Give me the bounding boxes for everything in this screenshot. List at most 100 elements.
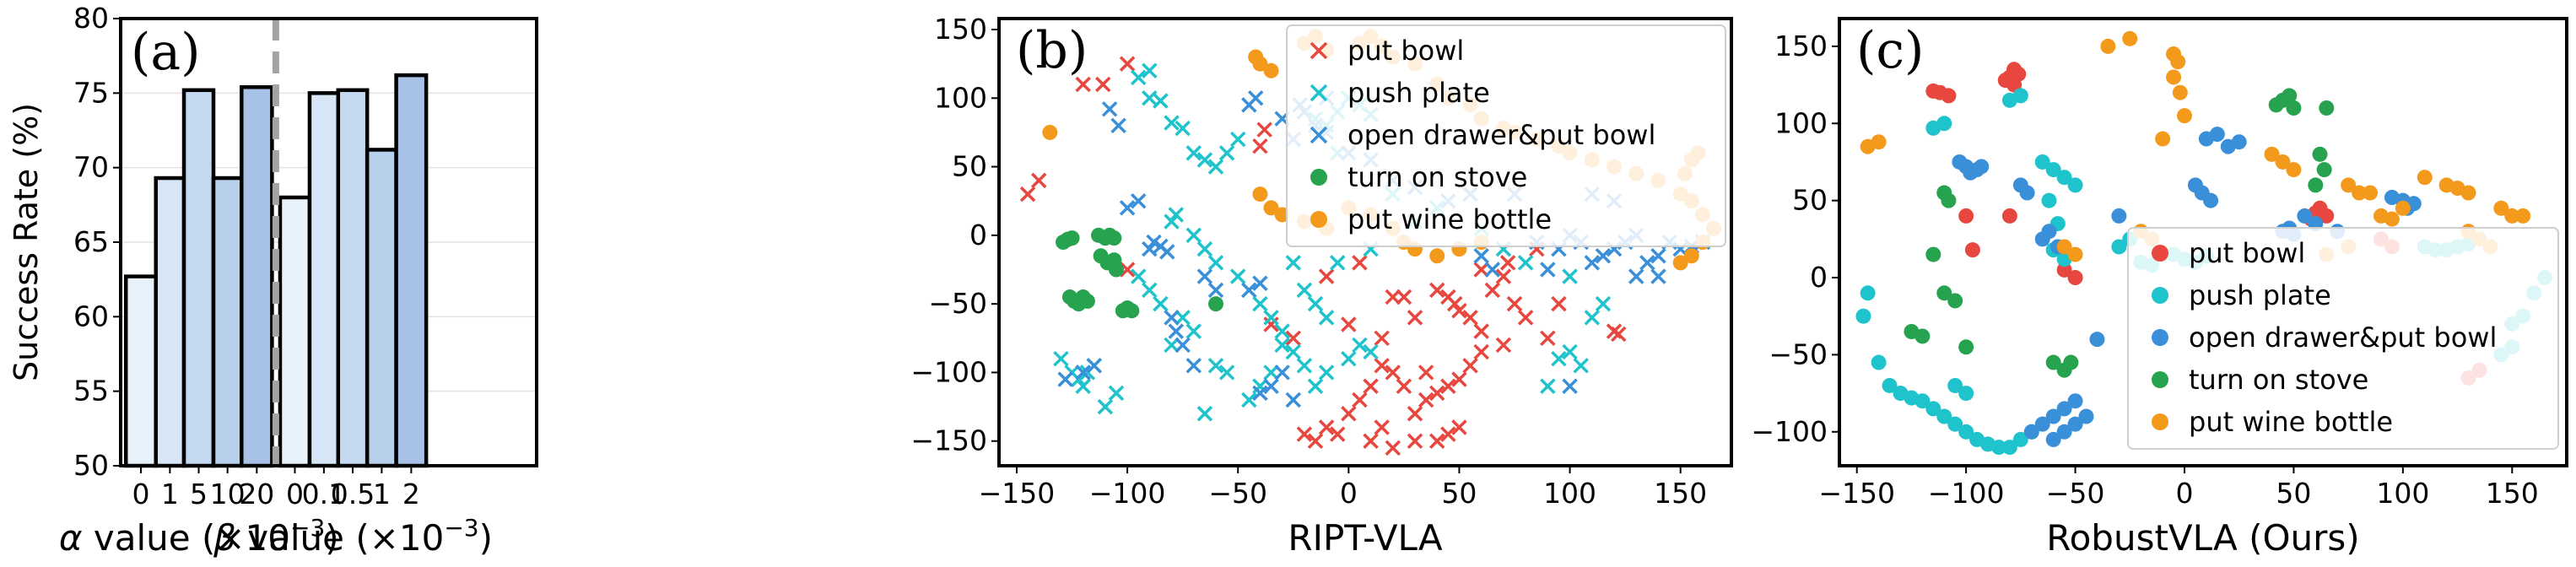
scatter-point [2352, 185, 2368, 201]
scatter-point [2515, 208, 2531, 224]
legend-label: turn on stove [1347, 161, 1527, 193]
scatter-point [2308, 177, 2324, 193]
x-tick-label: 50 [2276, 477, 2311, 510]
scatter-point-x [1428, 385, 1445, 402]
scatter-point [2275, 154, 2291, 170]
x-tick-label: 1 [161, 478, 179, 510]
scatter-point-x [1119, 200, 1136, 216]
y-tick-label: 70 [73, 151, 109, 184]
scatter-point [1263, 62, 1279, 78]
scatter-point [2172, 84, 2188, 100]
x-axis-label-close: ) [479, 517, 493, 559]
scatter-point-x [1110, 117, 1126, 134]
scatter-point [2001, 440, 2017, 456]
x-axis-label-exponent: −3 [444, 514, 478, 542]
scatter-point-x [1164, 213, 1180, 230]
scatter-point-x [1252, 138, 1268, 154]
scatter-point-x [1440, 378, 1456, 394]
x-tick-label: 100 [1543, 477, 1596, 510]
scatter-point [2111, 208, 2127, 224]
scatter-point [1936, 116, 1952, 132]
legend-box [1286, 24, 1726, 247]
scatter-point-x [1517, 310, 1534, 326]
scatter-point [2041, 224, 2057, 240]
y-tick-label: −50 [1769, 338, 1828, 370]
scatter-point-x [1396, 289, 1412, 305]
scatter-point-x [1462, 358, 1478, 374]
x-tick-label: −50 [1208, 477, 1267, 510]
legend-marker [2152, 329, 2168, 346]
scatter-point [2034, 416, 2050, 432]
scatter-point [2056, 424, 2072, 440]
scatter-point-x [1540, 262, 1556, 278]
legend-marker [2152, 245, 2168, 262]
scatter-point-x [1307, 295, 1324, 312]
scatter-point-x [1363, 343, 1379, 360]
x-tick-label: 10 [210, 478, 246, 510]
scatter-point-x [1196, 152, 1213, 168]
scatter-point-x [1263, 316, 1279, 332]
scatter-point [1042, 124, 1058, 140]
scatter-point-x [1451, 419, 1467, 435]
y-tick-label: 0 [969, 219, 987, 251]
bar [123, 274, 158, 468]
x-axis-label: RIPT-VLA [1288, 517, 1442, 559]
scatter-point-x [1499, 255, 1516, 271]
scatter-point-x [1153, 295, 1169, 312]
scatter-point-x [1551, 350, 1567, 367]
scatter-point [2170, 54, 2186, 70]
scatter-point-x [1019, 186, 1036, 202]
y-tick-label: 50 [1792, 184, 1828, 217]
scatter-point [2319, 208, 2335, 224]
x-axis-label-close: ) [325, 517, 338, 559]
y-tick-label: 60 [73, 300, 109, 332]
legend: put bowl push plate open drawer&put bowl tu… [2127, 227, 2559, 450]
legend-marker-x [1310, 126, 1328, 144]
legend-label: open drawer&put bowl [2189, 321, 2497, 354]
scatter-point-x [1252, 295, 1268, 312]
scatter-point [1974, 159, 1990, 175]
scatter-point [1958, 386, 1974, 402]
scatter-point-x [1440, 426, 1456, 442]
scatter-point [2078, 408, 2094, 424]
scatter-point-x [1119, 262, 1136, 278]
legend-box [2127, 227, 2559, 450]
scatter-point [2023, 424, 2039, 440]
x-axis-label-text: value (×10 [83, 517, 290, 559]
scatter-point-x [1229, 131, 1246, 148]
scatter-point-x [1385, 364, 1401, 381]
scatter-point [1079, 293, 1095, 309]
scatter-point [1947, 293, 1963, 309]
scatter-point [1855, 308, 1871, 324]
scatter-point [1941, 192, 1957, 208]
scatter-point-x [1407, 405, 1423, 422]
x-tick-label: 0 [2175, 477, 2193, 510]
scatter-point [2056, 239, 2072, 255]
scatter-point-x [1285, 330, 1302, 347]
x-tick-label: −150 [1818, 477, 1895, 510]
scatter-point-x [1164, 310, 1180, 326]
scatter-point [2231, 134, 2247, 150]
scatter-point-x [1352, 392, 1368, 408]
scatter-point-x [1159, 244, 1175, 260]
x-tick-label: −150 [979, 477, 1056, 510]
scatter-point-x [1363, 378, 1379, 394]
x-axis-label-text: value (×10 [236, 517, 444, 559]
scatter-point-x [1108, 385, 1125, 402]
x-axis-label: β value (×10−3) [213, 514, 493, 559]
scatter-point-x [1418, 364, 1434, 381]
x-tick-label: 50 [1441, 477, 1477, 510]
scatter-point-x [1473, 343, 1489, 360]
scatter-point [2282, 88, 2298, 104]
scatter-point-x [1451, 371, 1467, 387]
scatter-point [1683, 248, 1699, 264]
scatter-point-x [1374, 330, 1390, 347]
y-tick-label: 50 [73, 449, 109, 482]
scatter-point-x [1175, 337, 1191, 354]
legend-label: put bowl [2189, 237, 2305, 269]
scatter-point [1936, 285, 1952, 301]
scatter-point-x [1517, 255, 1534, 271]
bar [211, 176, 244, 468]
scatter-point-x [1095, 76, 1111, 93]
scatter-point [1429, 248, 1445, 264]
